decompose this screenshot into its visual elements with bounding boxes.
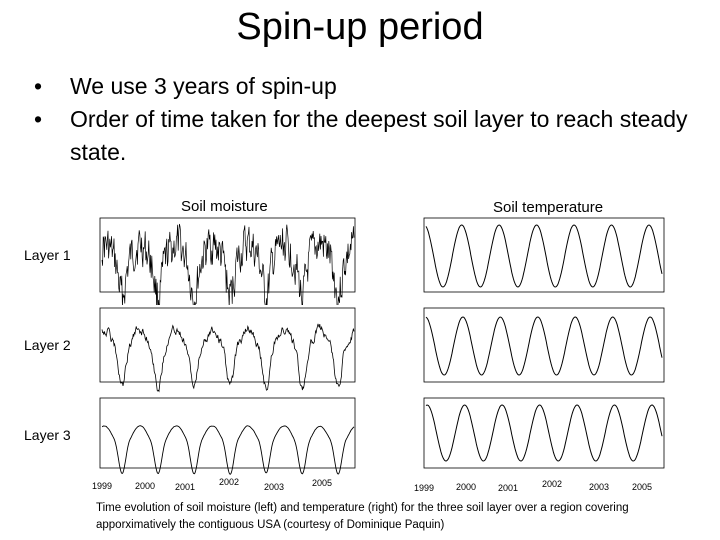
moisture-layer-2-svg xyxy=(99,307,356,393)
soil-temperature-column-label: Soil temperature xyxy=(493,199,604,216)
bullet-list: • We use 3 years of spin-up • Order of t… xyxy=(34,70,694,169)
temperature-year-label: 2001 xyxy=(498,483,519,493)
bullet-text: We use 3 years of spin-up xyxy=(70,73,337,99)
layer-2-label: Layer 2 xyxy=(24,337,71,353)
temperature-year-label: 2000 xyxy=(456,482,477,492)
bullet-item: • Order of time taken for the deepest so… xyxy=(34,103,694,169)
moisture-year-label: 2005 xyxy=(312,478,333,488)
temperature-year-label: 2003 xyxy=(589,482,610,492)
bullet-dot-icon: • xyxy=(34,106,43,132)
temperature-year-label: 2002 xyxy=(542,479,563,489)
moisture-layer-1-svg xyxy=(99,217,356,315)
moisture-year-label: 2002 xyxy=(219,477,240,487)
moisture-year-label: 2000 xyxy=(135,481,156,491)
soil-moisture-column-label: Soil moisture xyxy=(181,198,268,215)
temperature-layer-1-svg xyxy=(423,217,665,293)
slide-title: Spin-up period xyxy=(236,6,484,48)
temperature-year-label: 2005 xyxy=(632,482,653,492)
moisture-year-label: 2003 xyxy=(264,482,285,492)
temperature-year-label: 1999 xyxy=(414,483,435,493)
temperature-layer-2-plot xyxy=(402,305,670,390)
moisture-layer-3-svg xyxy=(99,397,356,475)
figure-caption: Time evolution of soil moisture (left) a… xyxy=(96,502,629,531)
moisture-layer-2-plot xyxy=(92,305,360,393)
moisture-layer-1-plot xyxy=(92,215,360,315)
temperature-layer-2-svg xyxy=(423,307,665,383)
layer-3-label: Layer 3 xyxy=(24,427,71,443)
moisture-year-label: 1999 xyxy=(92,481,113,491)
layer-1-label: Layer 1 xyxy=(24,247,71,263)
bullet-text: Order of time taken for the deepest soil… xyxy=(70,106,688,165)
moisture-year-label: 2001 xyxy=(175,482,196,492)
bullet-item: • We use 3 years of spin-up xyxy=(34,70,694,103)
bullet-dot-icon: • xyxy=(34,73,43,99)
temperature-layer-1-plot xyxy=(402,215,670,300)
temperature-layer-3-svg xyxy=(423,397,665,469)
moisture-layer-3-plot xyxy=(92,395,360,475)
temperature-layer-3-plot xyxy=(402,395,670,475)
